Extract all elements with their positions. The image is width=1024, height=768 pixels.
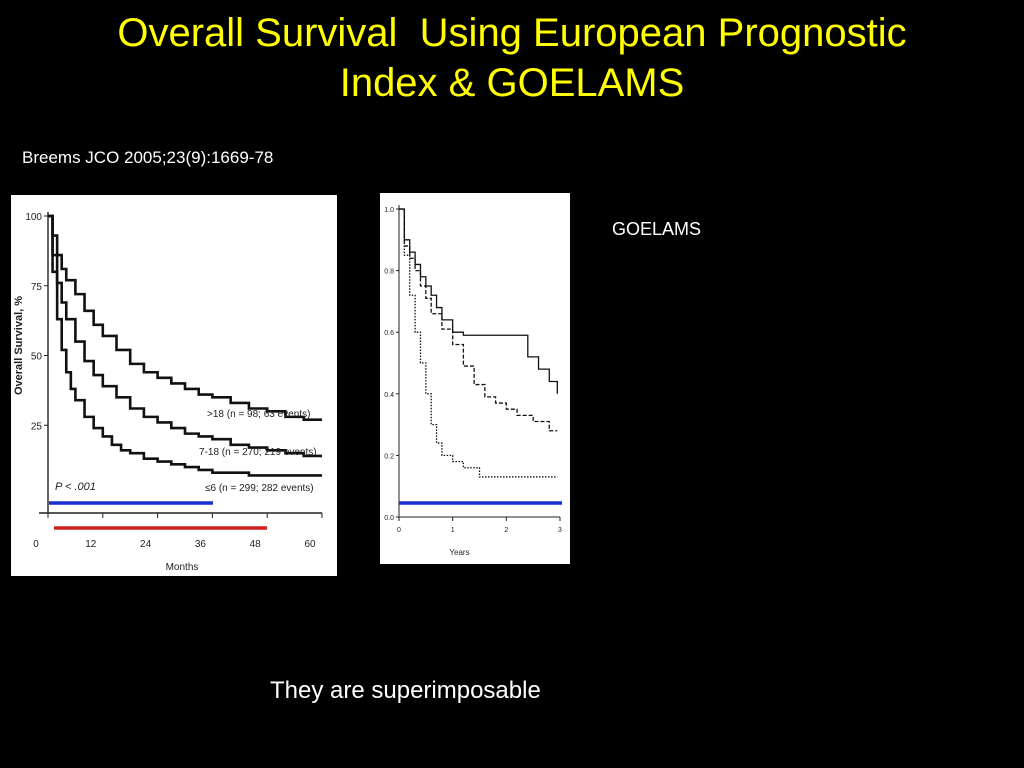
right-survival-curve-solid bbox=[399, 208, 558, 394]
right-y-tick-label: 0.0 bbox=[384, 515, 394, 522]
left-x-tick-label: 24 bbox=[140, 539, 152, 550]
left-x-tick-label: 12 bbox=[85, 539, 97, 550]
slide-title-line-1: Overall Survival Using European Prognost… bbox=[117, 11, 907, 55]
left-x-tick-label: 60 bbox=[304, 539, 316, 550]
right-x-tick-label: 0 bbox=[397, 527, 401, 534]
left-y-tick-label: 50 bbox=[31, 352, 43, 363]
left-curve-label-1: >18 (n = 98; 63 events) bbox=[207, 409, 310, 420]
goelams-label: GOELAMS bbox=[612, 219, 702, 239]
right-x-tick-label: 3 bbox=[558, 527, 562, 534]
left-y-tick-label: 75 bbox=[31, 282, 43, 293]
right-y-tick-label: 0.8 bbox=[384, 269, 394, 276]
right-x-axis-label: Years bbox=[449, 548, 469, 557]
right-y-tick-label: 0.4 bbox=[384, 392, 394, 399]
right-survival-curve-dashed bbox=[399, 208, 558, 432]
left-x-tick-label: 48 bbox=[250, 539, 262, 550]
right-survival-curve-dotted bbox=[399, 208, 558, 478]
right-y-tick-label: 0.6 bbox=[384, 330, 394, 337]
left-survival-curve-3 bbox=[48, 214, 322, 477]
left-survival-curve-2 bbox=[48, 214, 322, 458]
left-survival-chart: 25 50 75 100 0 12 24 36 48 60 Months Overall Surviv… bbox=[11, 195, 337, 576]
left-curve-label-2: 7-18 (n = 270; 219 events) bbox=[199, 447, 317, 458]
right-x-tick-label: 1 bbox=[451, 527, 455, 534]
left-y-axis-label: Overall Survival, % bbox=[13, 296, 25, 395]
citation: Breems JCO 2005;23(9):1669-78 bbox=[22, 148, 274, 167]
conclusion-text: They are superimposable bbox=[270, 677, 541, 704]
right-y-tick-label: 0.2 bbox=[384, 453, 394, 460]
left-x-axis-label: Months bbox=[166, 562, 199, 573]
left-curve-label-3: ≤6 (n = 299; 282 events) bbox=[205, 483, 314, 494]
left-chart-svg: 25 50 75 100 0 12 24 36 48 60 Months Overall Surviv… bbox=[13, 212, 323, 573]
right-y-tick-label: 1.0 bbox=[384, 207, 394, 214]
left-x-tick-label: 36 bbox=[195, 539, 207, 550]
left-y-tick-label: 25 bbox=[31, 421, 43, 432]
right-chart-svg: 0.0 0.2 0.4 0.6 0.8 1.0 0 1 2 3 Years bbox=[384, 205, 562, 557]
slide-title: Overall Survival Using European Prognost… bbox=[0, 8, 1024, 108]
left-survival-curve-1 bbox=[48, 214, 322, 421]
left-y-tick-label: 100 bbox=[25, 212, 42, 223]
right-survival-chart: 0.0 0.2 0.4 0.6 0.8 1.0 0 1 2 3 Years bbox=[380, 193, 570, 564]
left-p-value: P < .001 bbox=[55, 481, 96, 493]
slide-title-line-2: Index & GOELAMS bbox=[339, 61, 685, 105]
left-x-tick-label: 0 bbox=[33, 539, 39, 550]
right-x-tick-label: 2 bbox=[504, 527, 508, 534]
